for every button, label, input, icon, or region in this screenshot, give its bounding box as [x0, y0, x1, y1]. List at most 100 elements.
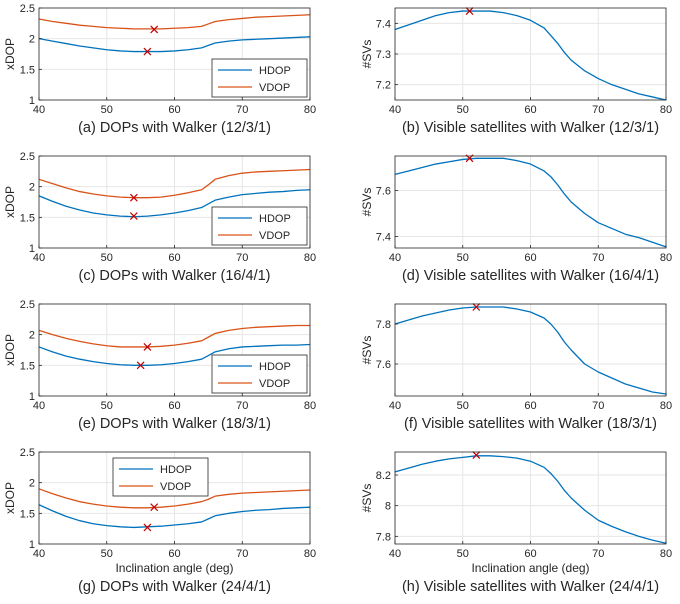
chart-2-x-tick-label-0: 40 [33, 252, 45, 264]
chart-7: 40 50 60 70 80 7.8 8 8.2#SVs Inclination angle (… [360, 451, 672, 595]
chart-4-x-tick-label-1: 50 [101, 400, 113, 412]
chart-2-series-0-line [38, 189, 311, 218]
chart-7-x-tick-label-3: 70 [592, 548, 604, 560]
chart-1-x-tick-label-2: 60 [524, 104, 536, 116]
chart-0-legend-box [211, 58, 308, 98]
chart-6-legend-box [112, 457, 209, 497]
chart-3-series-0-line [394, 157, 667, 248]
chart-6-legend-label-0: HDOP [160, 464, 192, 476]
chart-0-y-tick-label-1: 1.5 [20, 64, 35, 76]
chart-1-x-tick-label-3: 70 [592, 104, 604, 116]
chart-7-y-tick-label-1: 8 [385, 501, 391, 513]
chart-5-x-tick-label-2: 60 [524, 400, 536, 412]
chart-6-series-1-line [38, 488, 311, 509]
chart-6-x-tick-label-4: 80 [304, 548, 316, 560]
chart-5-x-tick-label-1: 50 [457, 400, 469, 412]
chart-3: 40 50 60 70 80 7.4 7.6#SVs (d) Visible satellit… [360, 154, 672, 284]
chart-0-legend-label-1: VDOP [259, 82, 290, 94]
chart-5-x-tick-label-3: 70 [592, 400, 604, 412]
chart-2-series-0-extremum-marker [129, 212, 138, 221]
chart-4-legend-label-0: HDOP [259, 361, 291, 373]
chart-4-y-tick-label-3: 2.5 [20, 299, 35, 311]
chart-3-y-axis-label: #SVs [360, 188, 374, 217]
chart-1-x-tick-label-0: 40 [389, 104, 401, 116]
chart-4-legend-label-1: VDOP [259, 378, 290, 390]
chart-0-y-tick-label-3: 2.5 [20, 3, 35, 15]
chart-1: 40 50 60 70 80 7.2 7.3 7.4#SVs (b) Visible satel… [360, 7, 672, 136]
chart-6: 40 50 60 70 80 1 1.5 2 2.5 xDOP Inclination angle … [3, 447, 316, 595]
chart-5-series-0-line [394, 306, 667, 395]
chart-2-series-1-extremum-marker [129, 193, 138, 202]
chart-0: 40 50 60 70 80 1 1.5 2 2.5 xDOP (a) DOPs with Walk… [3, 3, 316, 136]
chart-2-legend-label-1: VDOP [259, 230, 290, 242]
chart-4-series-0-extremum-marker [136, 361, 145, 370]
chart-5-caption: (f) Visible satellites with Walker (18/3… [404, 416, 657, 432]
chart-6-y-tick-label-1: 1.5 [20, 508, 35, 520]
chart-3-y-tick-label-1: 7.6 [376, 186, 391, 198]
chart-4-caption: (e) DOPs with Walker (18/3/1) [78, 416, 271, 432]
chart-6-y-tick-label-0: 1 [29, 539, 35, 551]
chart-0-x-tick-label-3: 70 [236, 104, 248, 116]
chart-6-x-tick-label-0: 40 [33, 548, 45, 560]
chart-2-y-tick-label-2: 2 [29, 182, 35, 194]
chart-2-legend-label-0: HDOP [259, 213, 291, 225]
chart-2-y-tick-label-3: 2.5 [20, 151, 35, 163]
chart-0-caption: (a) DOPs with Walker (12/3/1) [78, 120, 271, 136]
chart-6-x-tick-label-2: 60 [168, 548, 180, 560]
chart-6-x-tick-label-3: 70 [236, 548, 248, 560]
chart-5-series-0-extremum-marker [472, 303, 481, 311]
chart-4-x-tick-label-0: 40 [33, 400, 45, 412]
chart-3-x-tick-label-4: 80 [660, 252, 672, 264]
chart-2-x-tick-label-1: 50 [101, 252, 113, 264]
chart-7-x-tick-label-4: 80 [660, 548, 672, 560]
chart-6-series-0-line [38, 504, 311, 529]
chart-4-y-tick-label-2: 2 [29, 330, 35, 342]
chart-5-y-tick-label-1: 7.8 [376, 319, 391, 331]
chart-5-y-axis-label: #SVs [360, 336, 374, 365]
chart-2-y-axis-label: xDOP [3, 186, 17, 218]
chart-2-y-tick-label-1: 1.5 [20, 212, 35, 224]
chart-4-x-tick-label-2: 60 [168, 400, 180, 412]
chart-1-caption: (b) Visible satellites with Walker (12/3… [402, 120, 659, 136]
chart-6-y-tick-label-2: 2 [29, 478, 35, 490]
chart-0-series-0-line [38, 36, 311, 53]
chart-0-series-1-extremum-marker [150, 25, 159, 34]
chart-4-y-tick-label-0: 1 [29, 391, 35, 403]
chart-0-x-tick-label-0: 40 [33, 104, 45, 116]
chart-7-y-axis-label: #SVs [360, 484, 374, 513]
chart-5-y-tick-label-0: 7.6 [376, 359, 391, 371]
chart-2-x-tick-label-2: 60 [168, 252, 180, 264]
chart-3-y-tick-label-0: 7.4 [376, 232, 391, 244]
chart-0-y-axis-label: xDOP [3, 38, 17, 70]
chart-4-series-1-line [38, 324, 310, 348]
chart-4-x-tick-label-4: 80 [304, 400, 316, 412]
chart-3-x-tick-label-3: 70 [592, 252, 604, 264]
chart-2-x-tick-label-3: 70 [236, 252, 248, 264]
chart-1-y-tick-label-2: 7.4 [376, 18, 391, 30]
chart-6-x-axis-label: Inclination angle (deg) [115, 561, 233, 575]
chart-7-y-tick-label-2: 8.2 [376, 470, 391, 482]
chart-6-y-tick-label-3: 2.5 [20, 447, 35, 459]
chart-1-y-tick-label-1: 7.3 [376, 49, 391, 61]
chart-0-x-tick-label-1: 50 [101, 104, 113, 116]
chart-1-x-tick-label-4: 80 [660, 104, 672, 116]
chart-4-series-0-line [38, 343, 311, 366]
chart-0-series-1-line [38, 14, 311, 30]
chart-2-caption: (c) DOPs with Walker (16/4/1) [78, 268, 270, 284]
chart-6-legend-label-1: VDOP [160, 481, 191, 493]
chart-0-series-0-extremum-marker [143, 47, 152, 56]
chart-7-series-0-extremum-marker [472, 451, 481, 459]
chart-2-y-tick-label-0: 1 [29, 243, 35, 255]
chart-2-legend: HDOP VDOP [211, 206, 308, 246]
chart-3-x-tick-label-2: 60 [524, 252, 536, 264]
chart-6-legend: HDOP VDOP [112, 457, 209, 497]
chart-7-x-tick-label-2: 60 [524, 548, 536, 560]
chart-0-y-tick-label-2: 2 [29, 34, 35, 46]
chart-1-x-tick-label-1: 50 [457, 104, 469, 116]
chart-6-y-axis-label: xDOP [3, 482, 17, 514]
chart-5: 40 50 60 70 80 7.6 7.8#SVs (f) Visible satellit… [360, 303, 672, 432]
chart-4-y-axis-label: xDOP [3, 334, 17, 366]
chart-0-x-tick-label-4: 80 [304, 104, 316, 116]
chart-2-legend-box [211, 206, 308, 246]
